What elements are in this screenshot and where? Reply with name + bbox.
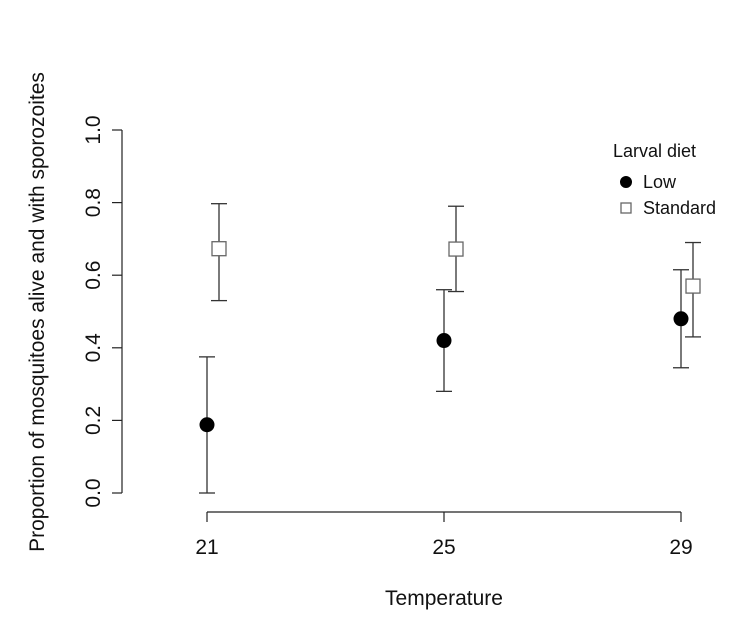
- data-point-low: [199, 417, 215, 433]
- marker-layer: [199, 241, 701, 433]
- y-tick-label: 0.6: [82, 261, 105, 290]
- legend-title: Larval diet: [613, 141, 696, 161]
- y-axis-title: Proportion of mosquitoes alive and with …: [26, 72, 49, 552]
- data-point-low: [436, 333, 452, 349]
- x-tick-label: 21: [195, 536, 218, 559]
- y-tick-label: 1.0: [82, 115, 105, 144]
- legend-marker-standard: [620, 202, 632, 214]
- legend-marker-low: [620, 176, 632, 188]
- legend: Larval diet Low Standard: [613, 141, 716, 218]
- legend-label: Low: [643, 172, 677, 192]
- data-point-standard: [685, 278, 701, 294]
- axes: [121, 130, 681, 513]
- y-tick-label: 0.4: [82, 333, 105, 363]
- data-point-standard: [448, 241, 464, 257]
- y-tick-label: 0.8: [82, 188, 105, 217]
- x-tick-label: 25: [432, 536, 455, 559]
- x-tick-label: 29: [669, 536, 692, 559]
- legend-label: Standard: [643, 198, 716, 218]
- data-point-standard: [211, 241, 227, 257]
- x-axis-title: Temperature: [385, 587, 503, 610]
- data-point-low: [673, 311, 689, 327]
- y-tick-label: 0.0: [82, 478, 105, 507]
- legend-items: Low Standard: [620, 172, 716, 218]
- tick-layer: 0.0 0.2 0.4 0.6 0.8 1.0 21 25 29: [82, 115, 693, 559]
- y-tick-label: 0.2: [82, 406, 105, 435]
